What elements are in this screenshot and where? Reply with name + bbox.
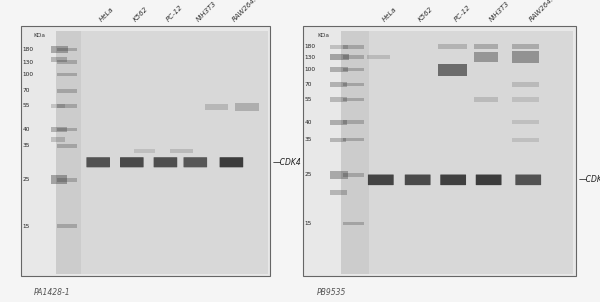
Bar [473,97,498,102]
Bar [343,55,364,59]
Bar [343,222,364,226]
Bar [473,52,498,62]
Text: 70: 70 [22,88,30,93]
Bar [51,104,65,108]
Bar [57,224,77,228]
Bar [51,137,65,142]
Text: —CDK4: —CDK4 [579,175,600,184]
Bar [331,190,347,195]
FancyBboxPatch shape [86,157,110,167]
Text: KDa: KDa [317,33,329,38]
Bar [21,26,270,276]
FancyBboxPatch shape [405,175,431,185]
Text: 35: 35 [22,143,30,149]
Text: 70: 70 [304,82,312,87]
Text: 55: 55 [304,97,312,102]
Bar [56,31,268,274]
Bar [343,98,364,101]
Text: PA1428-1: PA1428-1 [34,288,70,297]
Bar [57,104,77,108]
Bar [367,55,391,59]
Bar [57,128,77,131]
Bar [343,138,364,141]
Text: 15: 15 [22,224,29,229]
Text: 100: 100 [22,72,34,77]
Bar [343,45,364,49]
Text: 40: 40 [22,127,30,132]
Bar [56,31,81,274]
FancyBboxPatch shape [440,175,466,185]
FancyBboxPatch shape [368,175,394,185]
Bar [341,31,573,274]
Bar [343,120,364,124]
Text: RAW264.7: RAW264.7 [232,0,262,23]
FancyBboxPatch shape [220,157,243,167]
Bar [303,26,576,276]
Bar [205,104,227,110]
Text: HeLa: HeLa [98,6,115,23]
Bar [57,144,77,148]
Bar [331,45,348,49]
FancyBboxPatch shape [120,157,143,167]
Bar [438,44,467,50]
Text: RAW264.7: RAW264.7 [528,0,559,23]
Text: PB9535: PB9535 [317,288,346,297]
Bar [57,178,77,182]
Text: PC-12: PC-12 [166,4,184,23]
FancyBboxPatch shape [515,175,541,185]
Bar [331,138,346,142]
Bar [331,67,348,72]
Bar [57,73,77,76]
Bar [235,103,259,111]
Text: 180: 180 [22,47,34,52]
Bar [57,48,77,51]
Text: 15: 15 [304,221,312,226]
Text: 180: 180 [304,44,316,50]
Text: 40: 40 [304,120,312,125]
FancyBboxPatch shape [476,175,502,185]
Bar [331,54,349,59]
Bar [331,120,347,125]
Bar [343,83,364,86]
Bar [512,120,539,124]
Bar [57,60,77,64]
Text: 25: 25 [304,172,312,177]
Text: K562: K562 [132,6,149,23]
Bar [331,171,348,178]
Text: 130: 130 [22,59,34,65]
Bar [343,173,364,177]
Text: 100: 100 [304,67,316,72]
Text: 55: 55 [22,103,30,108]
Bar [331,97,347,102]
Bar [343,68,364,71]
Text: NIH3T3: NIH3T3 [196,0,218,23]
Bar [51,127,67,133]
Text: 35: 35 [304,137,312,142]
Bar [170,149,193,153]
Bar [51,46,68,53]
Text: HeLa: HeLa [381,6,398,23]
Text: NIH3T3: NIH3T3 [488,0,511,23]
Bar [57,89,77,93]
Text: PC-12: PC-12 [453,4,472,23]
Bar [512,138,539,142]
Bar [331,82,347,87]
Text: K562: K562 [418,6,435,23]
Bar [512,51,539,63]
Bar [134,149,155,153]
Bar [51,57,67,62]
Text: 130: 130 [304,54,316,59]
Bar [512,97,539,102]
Bar [512,44,539,50]
Bar [438,63,467,76]
FancyBboxPatch shape [184,157,207,167]
Text: KDa: KDa [34,33,46,38]
FancyBboxPatch shape [154,157,177,167]
Text: —CDK4: —CDK4 [273,158,302,167]
Bar [341,31,368,274]
Text: 25: 25 [22,177,30,182]
Bar [473,44,498,50]
Bar [512,82,539,87]
Bar [51,175,67,184]
